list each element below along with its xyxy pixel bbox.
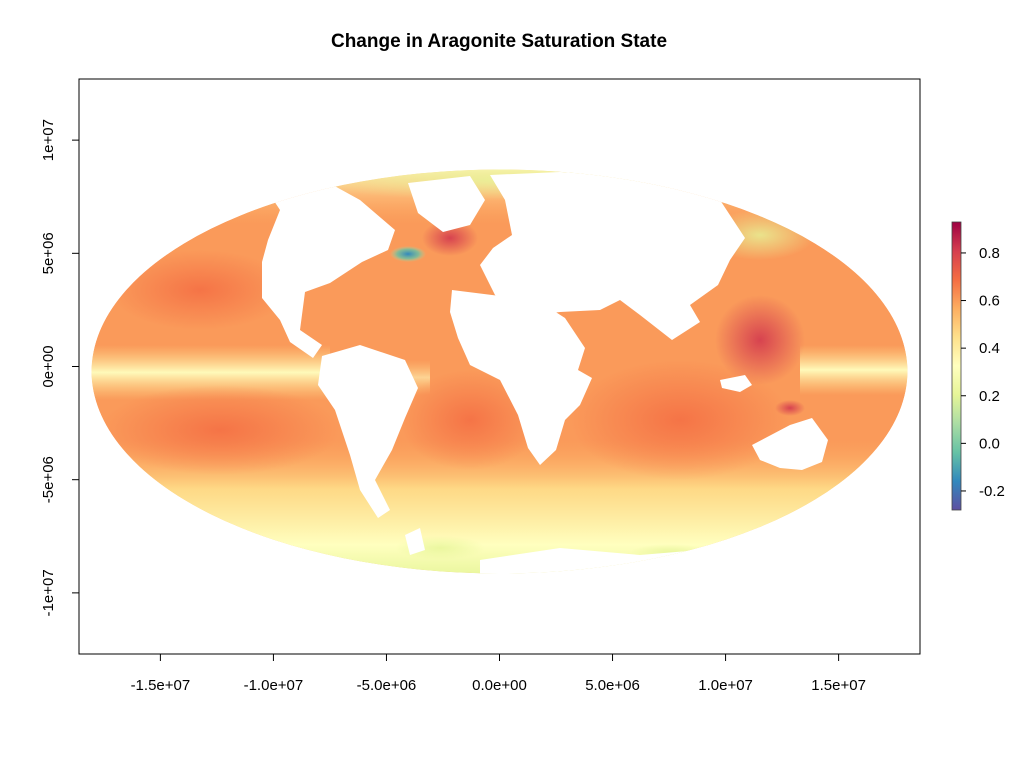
- land-australia: [752, 418, 828, 470]
- ocean-pacific-north-warm: [110, 250, 290, 330]
- land-south-america: [318, 345, 418, 518]
- colorbar-tick-label: -0.2: [979, 483, 1005, 500]
- x-tick-label: -5.0e+06: [357, 677, 417, 694]
- ocean-westpac-hotspot: [715, 295, 805, 385]
- x-tick-label: 5.0e+06: [585, 677, 640, 694]
- ocean-indonesia-hotspot: [775, 400, 805, 416]
- x-tick-label: -1.0e+07: [244, 677, 304, 694]
- colorbar-tick-label: 0.0: [979, 435, 1000, 452]
- ocean-atlantic-warm: [400, 370, 540, 470]
- colorbar-tick-label: 0.6: [979, 293, 1000, 310]
- ocean-equator-band-east: [800, 345, 908, 395]
- x-tick-label: 1.5e+07: [811, 677, 866, 694]
- colorbar-legend: 0.8 0.6 0.4 0.2 0.0 -0.2: [951, 221, 1005, 511]
- colorbar-tick-label: 0.2: [979, 388, 1000, 405]
- colorbar-tick-label: 0.4: [979, 340, 1000, 357]
- ocean-field: [91, 169, 908, 574]
- land-africa: [450, 290, 592, 465]
- y-tick-label: 5e+06: [40, 232, 57, 274]
- land-indonesia: [720, 375, 752, 392]
- y-tick-label: -1e+07: [40, 569, 57, 616]
- land-antarctica-peninsula: [405, 528, 425, 555]
- y-tick-label: -5e+06: [40, 456, 57, 503]
- y-tick-label: 0e+00: [40, 345, 57, 387]
- ocean-pacific-south-warm: [100, 385, 340, 475]
- colorbar-tick-label: 0.8: [979, 245, 1000, 262]
- x-tick-label: -1.5e+07: [131, 677, 191, 694]
- x-tick-label: 0.0e+00: [472, 677, 527, 694]
- chart-title: Change in Aragonite Saturation State: [331, 31, 667, 52]
- land-north-america: [255, 172, 395, 358]
- x-tick-label: 1.0e+07: [698, 677, 753, 694]
- y-axis: 1e+07 5e+06 0e+00 -5e+06 -1e+07: [40, 119, 80, 616]
- ocean-labrador-anomaly: [390, 246, 426, 262]
- land-eurasia: [480, 172, 745, 340]
- colorbar-ramp: [951, 221, 962, 511]
- x-axis: -1.5e+07 -1.0e+07 -5.0e+06 0.0e+00 5.0e+06 1.…: [131, 653, 866, 694]
- land-masses: [255, 172, 828, 574]
- ocean-nordic-hotspot: [422, 220, 478, 256]
- y-tick-label: 1e+07: [40, 119, 57, 161]
- land-greenland: [408, 176, 485, 232]
